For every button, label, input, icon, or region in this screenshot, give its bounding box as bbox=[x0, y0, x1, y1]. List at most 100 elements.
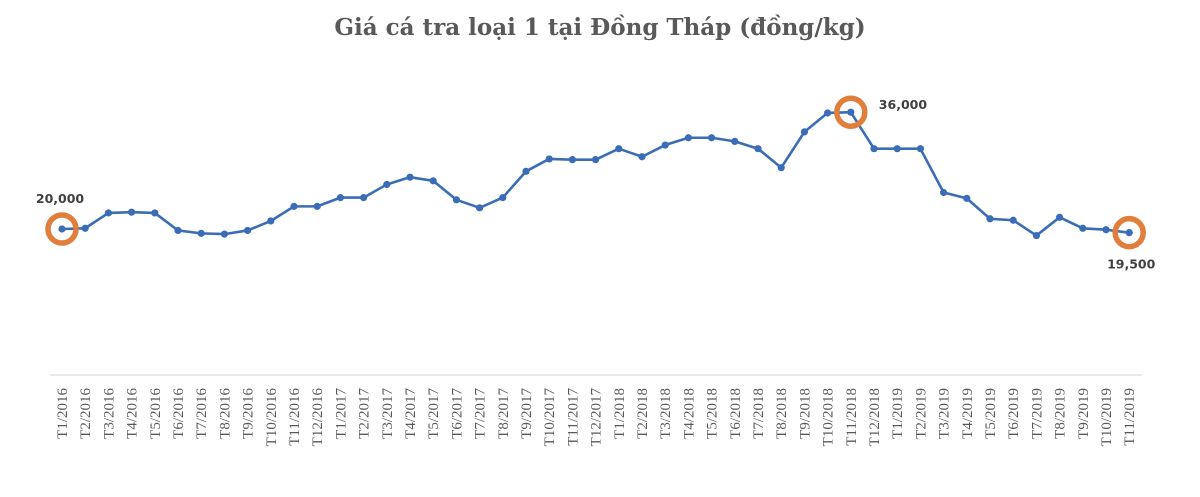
x-tick-label: T12/2017 bbox=[589, 388, 605, 447]
data-label: 36,000 bbox=[879, 97, 928, 112]
data-point bbox=[220, 230, 228, 238]
x-tick-label: T6/2016 bbox=[171, 388, 187, 439]
data-point bbox=[824, 109, 832, 117]
x-tick-label: T4/2018 bbox=[681, 388, 697, 439]
x-tick-label: T2/2018 bbox=[635, 388, 651, 439]
data-point bbox=[406, 173, 414, 181]
data-point bbox=[638, 153, 646, 161]
data-point bbox=[731, 137, 739, 145]
data-point bbox=[708, 134, 716, 142]
data-point bbox=[360, 194, 368, 202]
data-point bbox=[661, 141, 669, 149]
data-point bbox=[545, 155, 553, 163]
data-point bbox=[1079, 224, 1087, 232]
x-tick-label: T2/2017 bbox=[357, 388, 373, 439]
x-tick-label: T10/2019 bbox=[1099, 388, 1115, 446]
x-tick-label: T6/2018 bbox=[728, 388, 744, 439]
x-tick-label: T11/2016 bbox=[287, 388, 303, 446]
data-point bbox=[429, 177, 437, 185]
x-tick-label: T1/2017 bbox=[333, 388, 349, 439]
series-line bbox=[61, 110, 1130, 237]
data-label: 20,000 bbox=[36, 191, 85, 206]
x-tick-label: T5/2017 bbox=[426, 388, 442, 439]
x-tick-label: T1/2016 bbox=[55, 388, 71, 439]
data-point bbox=[151, 209, 159, 217]
x-tick-label: T7/2018 bbox=[751, 388, 767, 439]
x-tick-label: T9/2018 bbox=[797, 388, 813, 439]
data-point bbox=[58, 225, 66, 233]
data-point bbox=[267, 217, 275, 225]
x-tick-label: T3/2019 bbox=[937, 388, 953, 439]
data-point bbox=[986, 215, 994, 223]
x-tick-label: T9/2019 bbox=[1076, 388, 1092, 439]
data-point bbox=[940, 188, 948, 197]
x-tick-label: T5/2019 bbox=[983, 388, 999, 439]
x-tick-label: T3/2017 bbox=[380, 388, 396, 439]
data-point bbox=[1056, 213, 1064, 221]
x-tick-label: T8/2016 bbox=[217, 388, 233, 439]
data-point bbox=[684, 134, 693, 142]
x-tick-label: T11/2018 bbox=[844, 388, 860, 446]
chart-title: Giá cá tra loại 1 tại Đồng Tháp (đồng/kg… bbox=[334, 14, 866, 41]
data-point bbox=[128, 208, 136, 216]
x-tick-label: T4/2016 bbox=[125, 388, 141, 439]
data-point bbox=[916, 145, 925, 153]
x-tick-label: T10/2016 bbox=[264, 388, 280, 447]
x-tick-label: T1/2018 bbox=[612, 388, 628, 439]
x-tick-label: T8/2018 bbox=[774, 388, 790, 439]
highlight-circle bbox=[45, 212, 79, 246]
x-tick-label: T2/2016 bbox=[78, 388, 94, 439]
data-point bbox=[1032, 231, 1040, 240]
data-point bbox=[777, 164, 785, 172]
data-point bbox=[104, 209, 112, 217]
x-tick-label: T4/2019 bbox=[960, 388, 976, 439]
x-tick-label: T7/2016 bbox=[194, 388, 210, 439]
x-tick-label: T9/2016 bbox=[241, 388, 257, 439]
x-tick-label: T2/2019 bbox=[913, 388, 929, 439]
x-tick-label: T12/2018 bbox=[867, 388, 883, 446]
data-point bbox=[290, 202, 298, 210]
x-tick-label: T3/2018 bbox=[658, 388, 674, 439]
highlight-circle bbox=[834, 95, 868, 129]
data-point bbox=[452, 196, 460, 204]
x-tick-label: T11/2019 bbox=[1122, 388, 1138, 446]
x-tick-label: T10/2018 bbox=[821, 388, 837, 446]
data-point bbox=[847, 108, 855, 116]
data-point bbox=[313, 202, 321, 210]
data-point bbox=[244, 226, 252, 235]
data-point bbox=[499, 194, 507, 202]
x-tick-label: T4/2017 bbox=[403, 388, 419, 439]
data-point bbox=[476, 204, 484, 212]
data-point bbox=[615, 145, 623, 153]
x-tick-label: T10/2017 bbox=[542, 388, 558, 447]
x-tick-label: T3/2016 bbox=[101, 388, 117, 439]
data-point bbox=[81, 224, 89, 232]
data-point bbox=[197, 229, 205, 237]
data-point bbox=[754, 145, 762, 153]
x-tick-label: T5/2018 bbox=[705, 388, 721, 439]
data-point bbox=[336, 194, 344, 202]
data-point bbox=[1125, 229, 1133, 237]
x-tick-label: T6/2017 bbox=[449, 388, 465, 439]
x-tick-label: T1/2019 bbox=[890, 388, 906, 439]
x-tick-label: T11/2017 bbox=[565, 388, 581, 446]
data-point bbox=[800, 128, 809, 136]
data-point bbox=[1102, 226, 1110, 234]
x-tick-label: T7/2019 bbox=[1029, 388, 1045, 439]
x-tick-label: T9/2017 bbox=[519, 388, 535, 439]
x-tick-label: T8/2019 bbox=[1053, 388, 1069, 439]
data-point bbox=[522, 167, 530, 175]
data-point bbox=[383, 180, 391, 189]
data-point bbox=[870, 145, 878, 153]
data-point bbox=[963, 194, 971, 202]
x-tick-label: T8/2017 bbox=[496, 388, 512, 439]
data-point bbox=[174, 226, 182, 235]
x-tick-label: T6/2019 bbox=[1006, 388, 1022, 439]
x-tick-label: T12/2016 bbox=[310, 388, 326, 447]
data-point bbox=[568, 156, 577, 164]
data-point bbox=[592, 156, 600, 164]
data-label: 19,500 bbox=[1107, 257, 1156, 272]
data-point bbox=[1009, 216, 1017, 224]
data-point bbox=[893, 145, 901, 153]
